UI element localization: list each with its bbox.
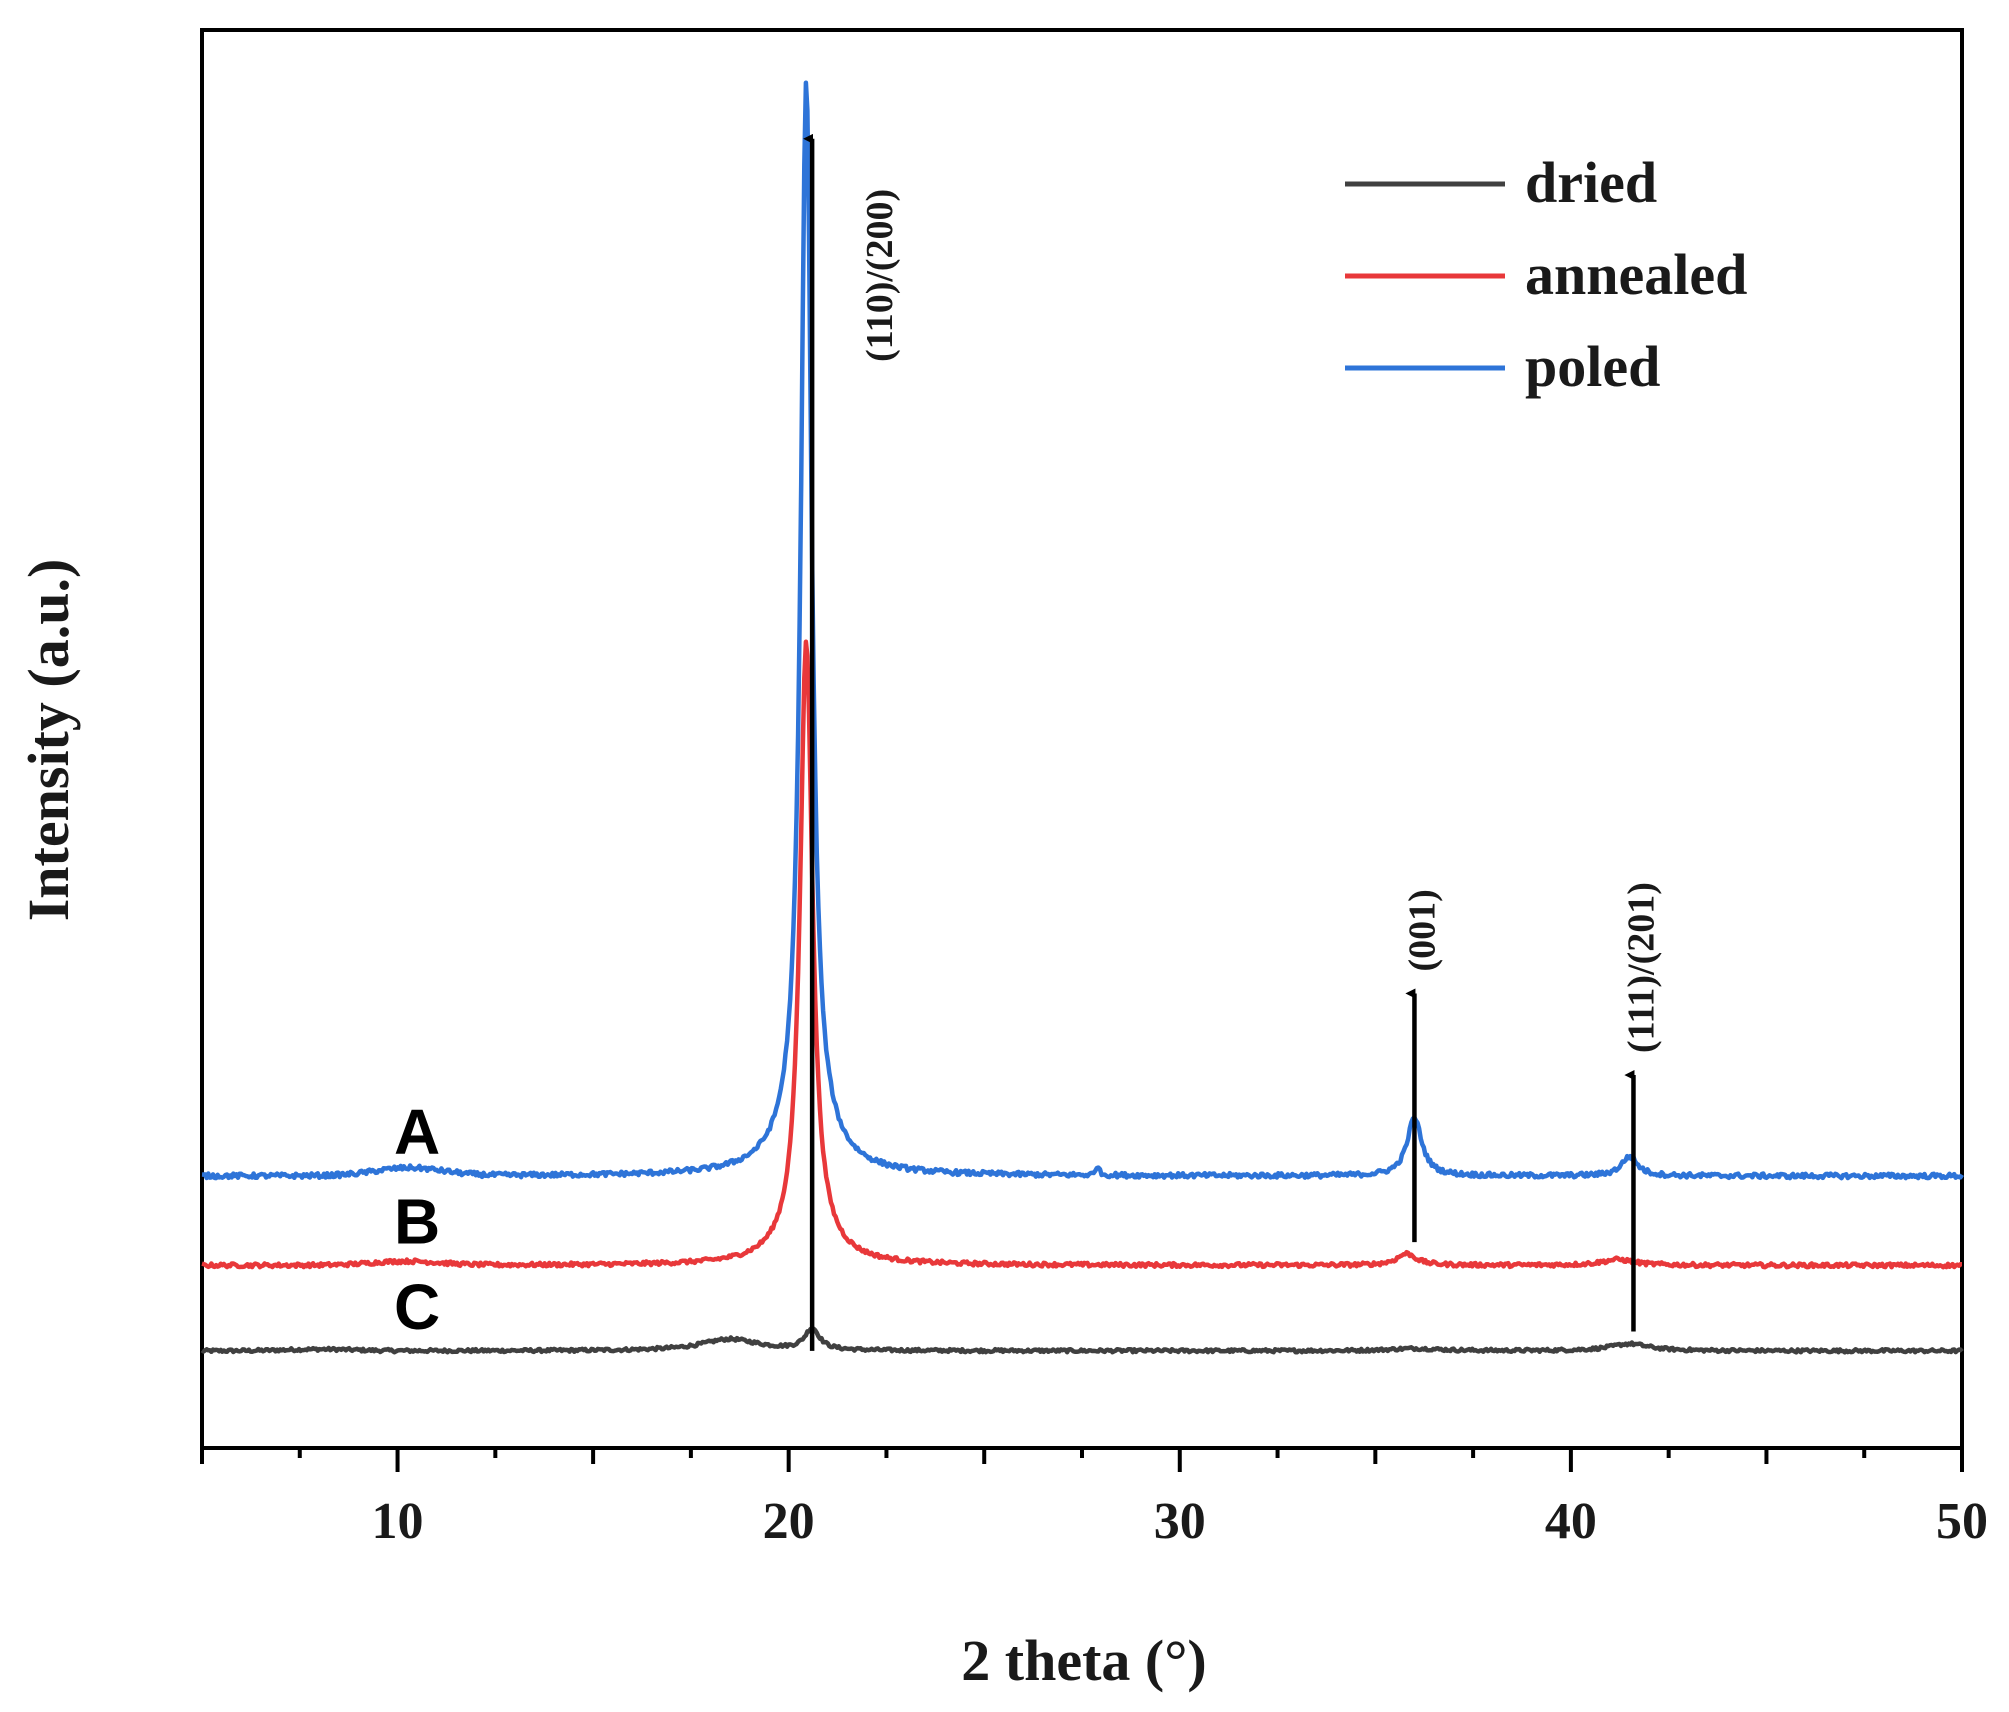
annotation-label: (001) [1401,889,1443,971]
series-line-poled [201,80,1964,1181]
x-tick-label: 20 [763,1493,815,1550]
x-axis-label: 2 theta (°) [961,1628,1206,1693]
series-layer [200,80,1964,1355]
annotation-label: (110)/(200) [859,189,901,362]
legend-label-poled: poled [1525,334,1660,399]
series-letter-B: B [394,1185,440,1257]
x-tick-label: 40 [1545,1493,1597,1550]
series-letter-layer: CBA [394,1096,440,1343]
series-letter-A: A [394,1096,440,1168]
series-letter-C: C [394,1271,440,1343]
y-axis-label: Intensity (a.u.) [16,559,81,922]
legend: dried annealed poled [1345,150,1747,399]
annotation-label: (111)/(201) [1620,882,1662,1053]
legend-label-dried: dried [1525,150,1657,215]
x-tick-label: 10 [372,1493,424,1550]
series-line-dried [200,1326,1964,1355]
annotation-layer: (110)/(200) (001) (111)/(201) [803,133,1662,1351]
series-line-annealed [201,639,1963,1270]
legend-label-annealed: annealed [1525,242,1747,307]
x-tick-label: 50 [1936,1493,1988,1550]
x-tick-label: 30 [1154,1493,1206,1550]
x-axis: 10 20 30 40 50 [200,1448,1988,1550]
